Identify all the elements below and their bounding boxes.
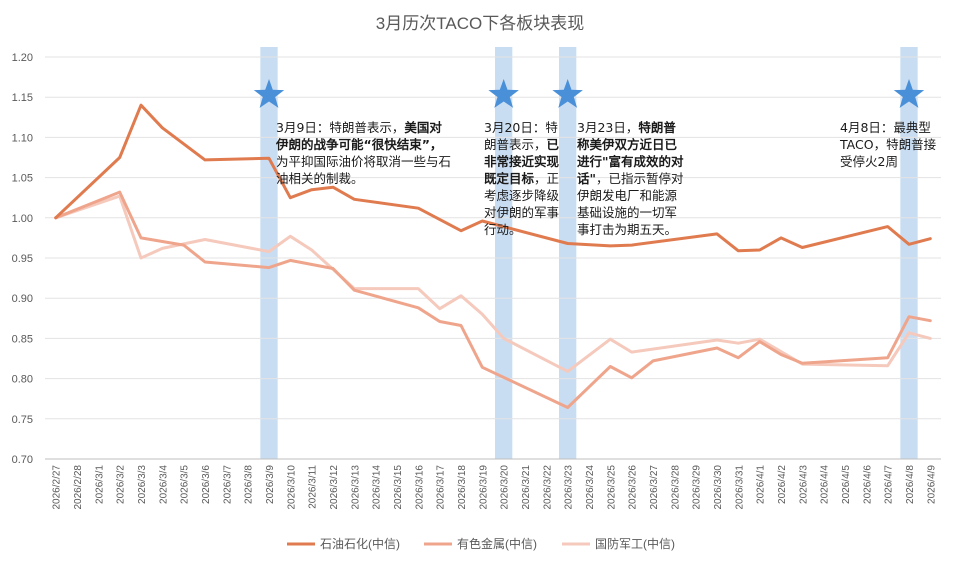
x-tick-label: 2026/3/21 [521,465,532,510]
chart-title: 3月历次TACO下各板块表现 [376,14,584,33]
annotation-mar9: 3月9日：特朗普表示，美国对伊朗的战争可能“很快结束”，为平抑国际油价将取消一些… [276,119,454,187]
x-tick-label: 2026/4/2 [777,465,788,504]
y-tick-label: 0.95 [12,253,33,265]
x-tick-label: 2026/3/12 [329,465,340,510]
x-tick-label: 2026/3/3 [137,465,148,504]
highlight-band [495,47,513,459]
legend: 石油石化(中信) 有色金属(中信) 国防军工(中信) [287,536,675,551]
x-tick-label: 2026/3/10 [286,465,297,510]
x-tick-label: 2026/3/29 [692,465,703,510]
x-tick-label: 2026/3/20 [500,465,511,510]
annotation-text: 4月8日：最典型 TACO，特朗普接受停火2周 [840,120,937,169]
series-line [54,103,932,253]
annotation-text: 为平抑国际油价将取消一些与石油相关的制裁。 [276,154,452,186]
y-tick-label: 0.75 [12,414,33,426]
x-tick-label: 2026/3/1 [94,465,105,504]
highlight-band [900,47,918,459]
annotation-bold: 特朗普称美伊双方近日已进行"富有成效的对话" [577,120,684,186]
annotation-mar20: 3月20日：特朗普表示，已非常接近实现既定目标，正考虑逐步降级对伊朗的军事行动。 [484,119,568,238]
x-tick-label: 2026/3/5 [180,465,191,504]
x-tick-label: 2026/4/9 [926,465,937,504]
x-tick-label: 2026/3/4 [158,465,169,504]
y-tick-label: 1.15 [12,92,33,104]
x-tick-label: 2026/3/28 [670,465,681,510]
y-tick-label: 0.90 [12,293,33,305]
x-tick-label: 2026/3/19 [478,465,489,510]
y-tick-label: 1.10 [12,132,33,144]
annotation-text: 3月20日：特朗普表示， [484,120,558,152]
gridlines [45,56,941,460]
x-tick-label: 2026/3/23 [564,465,575,510]
x-tick-label: 2026/4/4 [820,465,831,504]
x-tick-label: 2026/3/2 [116,465,127,504]
highlight-band [559,47,577,459]
star-markers [253,79,925,108]
x-tick-label: 2026/3/26 [628,465,639,510]
x-axis: 2026/2/27 2026/2/28 2026/3/1 2026/3/2 2026/3… [52,465,938,510]
x-tick-label: 2026/3/6 [201,465,212,504]
x-tick-label: 2026/3/18 [457,465,468,510]
x-tick-label: 2026/3/15 [393,465,404,510]
x-tick-label: 2026/3/22 [542,465,553,510]
x-tick-label: 2026/3/25 [606,465,617,510]
x-tick-label: 2026/3/24 [585,465,596,510]
y-tick-label: 1.00 [12,213,33,225]
highlight-bands [260,47,918,459]
x-tick-label: 2026/3/31 [734,465,745,510]
x-tick-label: 2026/3/11 [308,465,319,509]
y-tick-label: 1.05 [12,173,33,185]
star-icon [552,79,583,108]
star-icon [488,79,519,108]
star-icon [253,79,285,108]
x-tick-label: 2026/2/28 [73,465,84,510]
series-line [54,194,932,373]
star-icon [893,79,925,108]
x-tick-label: 2026/3/13 [350,465,361,510]
x-tick-label: 2026/4/6 [862,465,873,504]
x-tick-label: 2026/3/16 [414,465,425,510]
x-tick-label: 2026/3/14 [372,465,383,510]
x-tick-label: 2026/4/8 [905,465,916,504]
annotation-mar23: 3月23日，特朗普称美伊双方近日已进行"富有成效的对话"，已指示暂停对伊朗发电厂… [577,119,687,238]
x-tick-label: 2026/3/9 [265,465,276,504]
annotation-bold: 已非常接近实现既定目标 [484,137,560,186]
y-tick-label: 0.70 [12,454,33,466]
x-tick-label: 2026/2/27 [52,465,63,510]
x-tick-label: 2026/3/7 [222,465,233,504]
annotation-apr8: 4月8日：最典型 TACO，特朗普接受停火2周 [840,119,938,170]
y-tick-label: 0.80 [12,374,33,386]
annotation-text: 3月9日：特朗普表示， [276,120,405,135]
legend-label: 有色金属(中信) [457,536,537,551]
x-tick-label: 2026/3/30 [713,465,724,510]
x-tick-label: 2026/3/17 [436,465,447,510]
annotation-text: ，正考虑逐步降级对伊朗的军事行动。 [484,171,560,237]
x-tick-label: 2026/3/8 [244,465,255,504]
y-tick-label: 0.85 [12,333,33,345]
x-tick-label: 2026/4/3 [798,465,809,504]
y-axis: 0.70 0.75 0.80 0.85 0.90 0.95 1.00 1.05 1.10 1.15… [12,52,33,466]
annotation-text: ，已指示暂停对伊朗发电厂和能源基础设施的一切军事打击为期五天。 [577,171,684,237]
x-tick-label: 2026/4/7 [884,465,895,504]
x-tick-label: 2026/3/27 [649,465,660,510]
legend-label: 石油石化(中信) [320,536,400,551]
annotation-bold: 美国对伊朗的战争可能“很快结束”， [276,120,443,152]
series-line [54,190,932,409]
annotation-text: 3月23日， [577,120,639,135]
legend-label: 国防军工(中信) [595,536,675,551]
series-lines [54,103,932,409]
x-tick-label: 2026/4/5 [841,465,852,504]
y-tick-label: 1.20 [12,52,33,64]
x-tick-label: 2026/4/1 [756,465,767,504]
